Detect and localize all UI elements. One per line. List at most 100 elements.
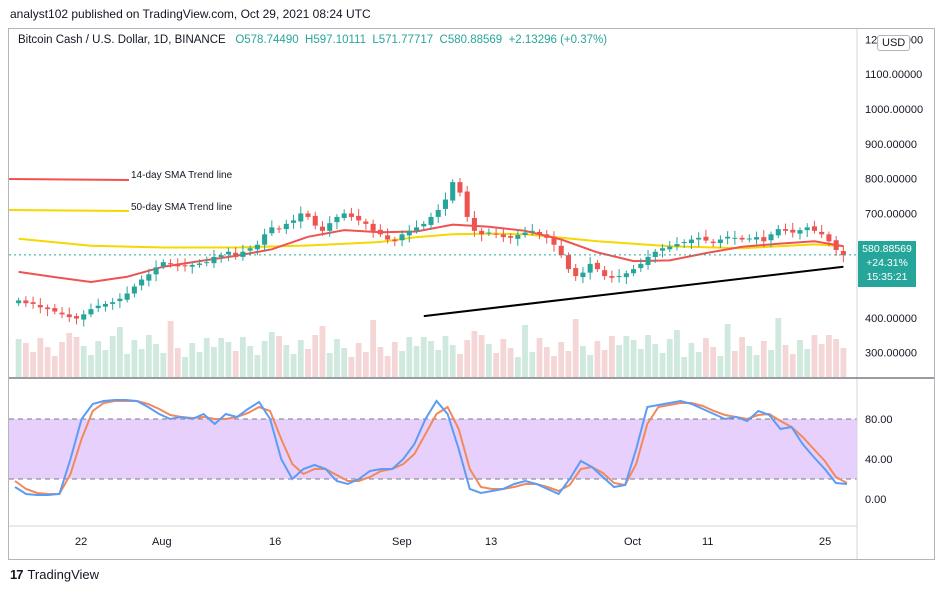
candle [638, 258, 644, 272]
volume-bar [637, 349, 644, 377]
candle [146, 268, 152, 287]
candle [327, 216, 333, 237]
candle-body [16, 300, 22, 304]
volume-bar [290, 354, 297, 377]
candle-body [717, 239, 723, 244]
candle [464, 185, 470, 222]
sma50-legend-line [9, 209, 130, 212]
candle-body [131, 286, 137, 294]
candle-body [385, 235, 391, 240]
volume-bar [717, 356, 724, 377]
candle [23, 296, 29, 308]
candle [218, 252, 224, 263]
axes: 1200.000001100.000001000.00000900.000008… [9, 29, 934, 559]
candle-body [30, 302, 36, 304]
candle [573, 263, 579, 281]
volume-bar [811, 335, 818, 377]
volume-bar [109, 336, 116, 377]
candle-body [732, 237, 738, 239]
volume-bar [370, 320, 377, 377]
price-label: 900.00000 [865, 139, 917, 151]
candle [754, 231, 760, 245]
candle-body [73, 316, 80, 319]
candle [536, 229, 543, 240]
candle [305, 210, 311, 220]
volume-bar [428, 341, 434, 377]
candle-body [59, 312, 65, 315]
candle-body [587, 263, 593, 273]
candle-body [558, 245, 564, 256]
currency-button[interactable]: USD [877, 35, 911, 51]
candle-body [594, 262, 600, 270]
tradingview-brand[interactable]: 17 TradingView [10, 567, 99, 582]
volume-bar [652, 344, 659, 377]
current-price-tag: 580.88569 +24.31% 15:35:21 [858, 241, 916, 287]
candle-body [529, 230, 535, 232]
volume-bar [536, 338, 543, 377]
sma50-path [18, 232, 844, 250]
candle-body [95, 305, 101, 309]
candle-body [479, 230, 485, 235]
candle [319, 221, 326, 236]
candle-body [667, 246, 673, 250]
candle [269, 220, 275, 237]
chart-frame[interactable]: 14-day SMA Trend line 50-day SMA Trend li… [8, 28, 935, 560]
volume-bar [254, 355, 261, 377]
candle-body [298, 213, 304, 222]
candle-body [681, 241, 687, 244]
candle-body [392, 239, 398, 242]
volume-bar [507, 348, 514, 377]
candle [681, 239, 687, 248]
candle-body [833, 240, 839, 250]
candle-body [168, 263, 174, 265]
candle-body [204, 262, 210, 264]
volume-bar [464, 340, 471, 377]
candle-body [536, 231, 543, 235]
support-trendline [423, 265, 844, 318]
volume-bar [22, 343, 29, 377]
volume-bar [406, 337, 413, 377]
candle [392, 236, 398, 247]
price-label: 1000.00000 [865, 104, 923, 116]
volume-bar [674, 330, 680, 377]
candle-body [319, 226, 326, 231]
candle [291, 214, 297, 229]
volume-bar [760, 341, 767, 377]
candle-body [746, 238, 752, 240]
candle [696, 232, 702, 247]
candle-body [826, 234, 832, 242]
candle [775, 224, 781, 239]
candle [435, 204, 441, 223]
candle [551, 231, 557, 252]
candle-body [508, 236, 514, 238]
time-label: 11 [702, 536, 713, 548]
candle [88, 303, 94, 318]
candle [761, 230, 767, 248]
candle-body [146, 274, 152, 281]
candle-body [703, 236, 709, 241]
volume-bar [384, 356, 391, 377]
volume-bar [153, 344, 159, 377]
candle-body [471, 217, 477, 231]
volume-bar [572, 319, 579, 377]
chart-canvas[interactable]: 14-day SMA Trend line 50-day SMA Trend li… [9, 29, 934, 559]
sma14-annotation: 14-day SMA Trend line [131, 170, 233, 181]
candle [254, 240, 260, 256]
candle-body [81, 314, 87, 320]
volume-bar [471, 331, 478, 377]
candle-body [602, 270, 608, 277]
candle-body [551, 236, 557, 245]
candle [247, 245, 253, 256]
candle-body [544, 234, 550, 238]
volume-bar [399, 351, 405, 377]
volume-bar [355, 343, 362, 377]
low-value: L571.77717 [372, 34, 434, 46]
high-value: H597.10111 [305, 34, 366, 46]
candle-body [797, 230, 803, 234]
candle [725, 231, 731, 245]
volume-bar [840, 348, 847, 377]
candle [631, 264, 637, 277]
volume-bar [211, 347, 217, 377]
volume-bar [167, 321, 174, 377]
volume-bar [594, 341, 601, 377]
